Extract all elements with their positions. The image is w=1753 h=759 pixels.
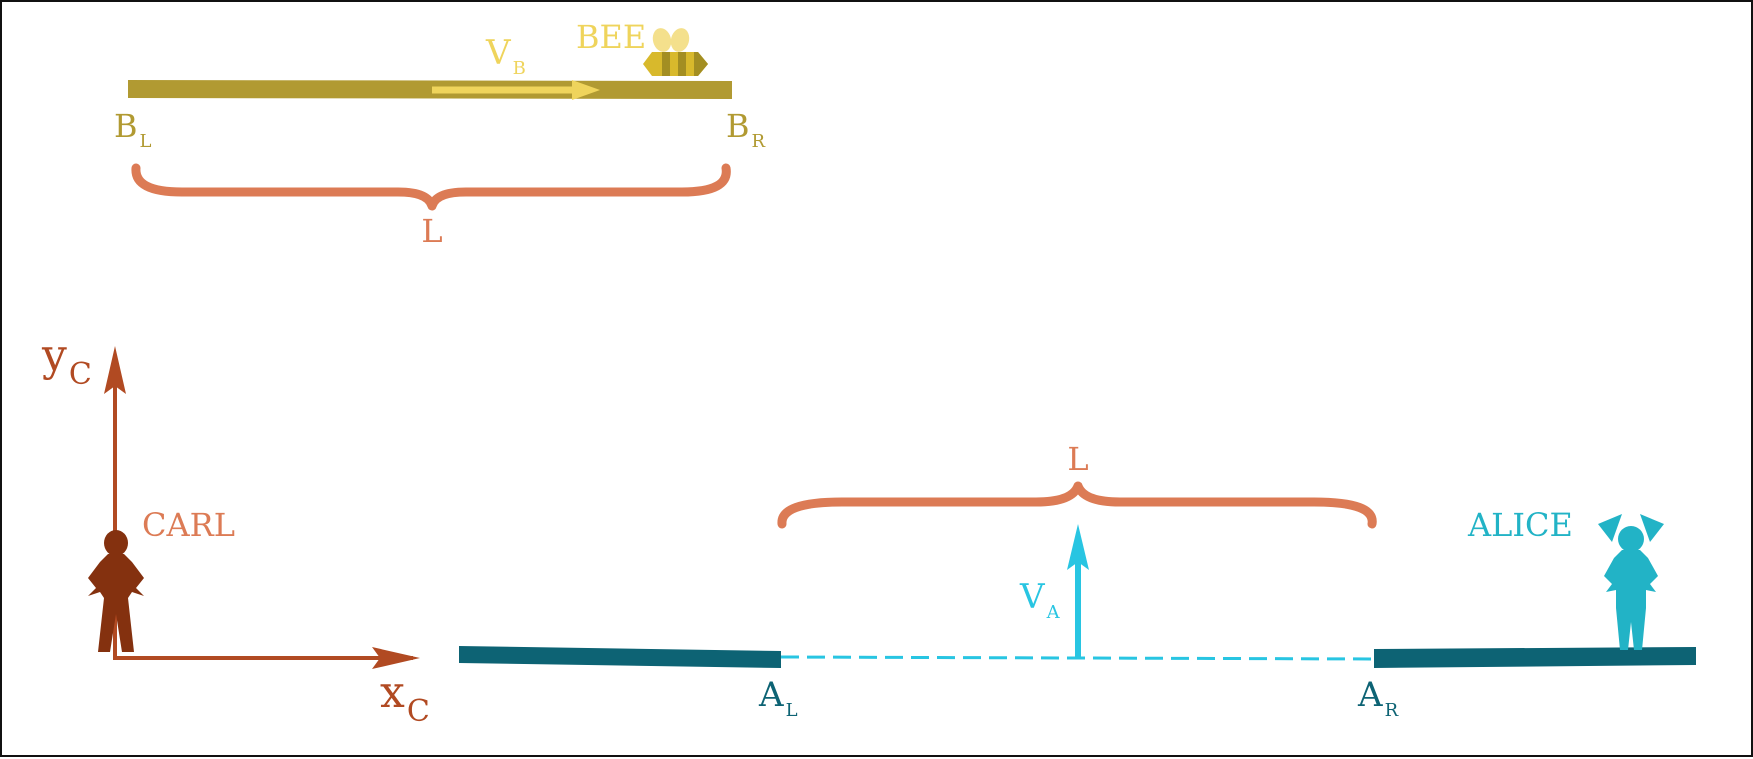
person-icon xyxy=(88,530,144,652)
bee-length-brace xyxy=(131,163,731,211)
carl-y-axis xyxy=(104,346,126,658)
carl-y-axis-label: yC xyxy=(41,330,92,392)
alice-name-label: ALICE xyxy=(1467,506,1573,544)
alice-length-brace xyxy=(777,481,1377,529)
bee-velocity-arrow xyxy=(432,80,600,100)
carl-frame: yC xC CARL xyxy=(41,330,430,729)
bee-name-label: BEE xyxy=(576,18,646,56)
bee-length-label: L xyxy=(421,212,442,250)
alice-rod-right xyxy=(1374,647,1696,668)
bee-icon xyxy=(643,28,708,76)
girl-icon xyxy=(1598,514,1664,650)
bee-rod xyxy=(128,80,732,99)
carl-x-axis xyxy=(113,647,420,669)
alice-rod-left xyxy=(459,646,781,668)
alice-velocity-arrow xyxy=(1067,524,1089,659)
carl-x-axis-label: xC xyxy=(380,667,430,729)
carl-name-label: CARL xyxy=(142,506,235,544)
alice-length-label: L xyxy=(1067,440,1088,478)
